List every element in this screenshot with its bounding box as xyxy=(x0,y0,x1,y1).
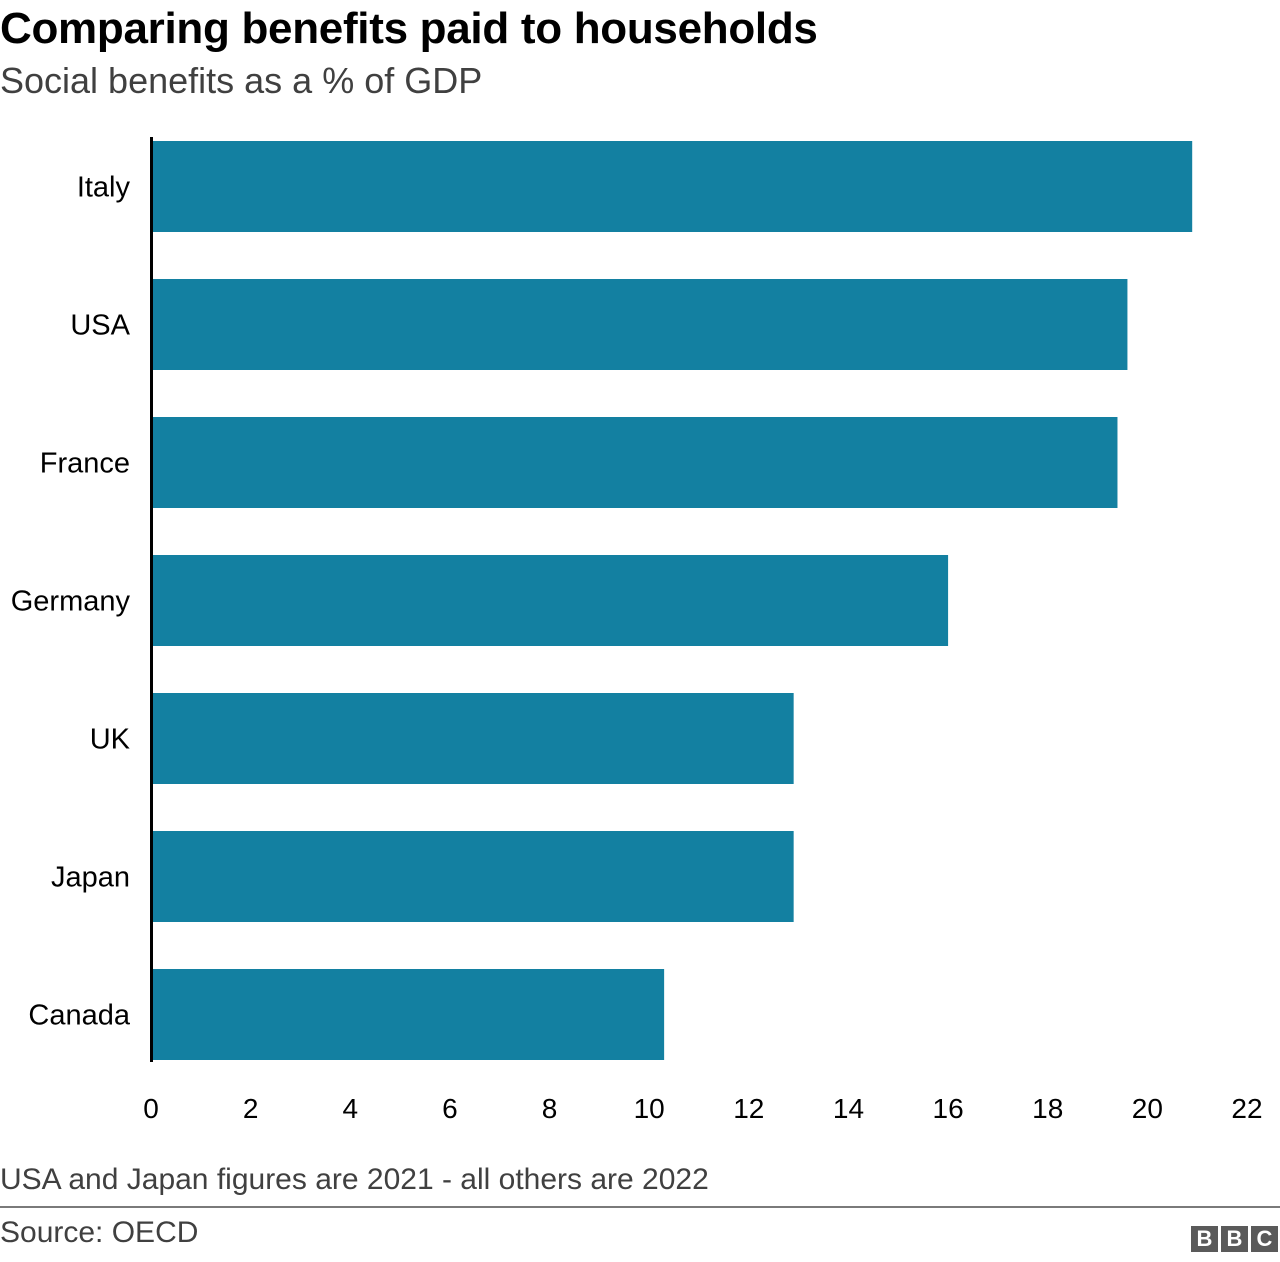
category-label-uk: UK xyxy=(90,724,131,756)
bbc-logo-letter: B xyxy=(1221,1226,1248,1252)
bar-japan xyxy=(153,831,794,922)
x-tick-label: 2 xyxy=(243,1093,259,1124)
category-label-japan: Japan xyxy=(51,862,130,894)
bbc-logo-letter: B xyxy=(1191,1226,1218,1252)
source-text: Source: OECD xyxy=(0,1216,199,1249)
bar-canada xyxy=(153,969,665,1060)
x-tick-label: 20 xyxy=(1132,1093,1163,1124)
bars-group xyxy=(153,141,1193,1060)
category-label-canada: Canada xyxy=(28,1000,130,1032)
footer-divider xyxy=(0,1206,1280,1208)
x-tick-label: 12 xyxy=(733,1093,764,1124)
x-tick-label: 4 xyxy=(342,1093,358,1124)
bar-chart: Italy USA France Germany UK Japan Canada 0 2 4 6 8… xyxy=(11,137,1263,1124)
chart-title: Comparing benefits paid to households xyxy=(0,4,818,53)
bar-italy xyxy=(153,141,1193,232)
x-tick-label: 10 xyxy=(634,1093,665,1124)
x-axis-ticks: 0 2 4 6 8 10 12 14 16 18 20 22 xyxy=(143,1093,1262,1124)
category-label-italy: Italy xyxy=(77,172,131,204)
category-label-germany: Germany xyxy=(11,586,131,618)
x-tick-label: 6 xyxy=(442,1093,458,1124)
bar-germany xyxy=(153,555,949,646)
footnote: USA and Japan figures are 2021 - all oth… xyxy=(0,1163,709,1196)
bbc-logo: B B C xyxy=(1191,1226,1278,1252)
x-tick-label: 8 xyxy=(542,1093,558,1124)
x-tick-label: 16 xyxy=(933,1093,964,1124)
chart-subtitle: Social benefits as a % of GDP xyxy=(0,60,483,101)
bbc-logo-letter: C xyxy=(1251,1226,1278,1252)
category-label-usa: USA xyxy=(70,310,130,342)
x-tick-label: 22 xyxy=(1231,1093,1262,1124)
category-labels: Italy USA France Germany UK Japan Canada xyxy=(11,172,131,1032)
bar-uk xyxy=(153,693,794,784)
bar-france xyxy=(153,417,1118,508)
bar-usa xyxy=(153,279,1128,370)
x-tick-label: 14 xyxy=(833,1093,864,1124)
category-label-france: France xyxy=(40,448,130,480)
x-tick-label: 0 xyxy=(143,1093,159,1124)
x-tick-label: 18 xyxy=(1032,1093,1063,1124)
